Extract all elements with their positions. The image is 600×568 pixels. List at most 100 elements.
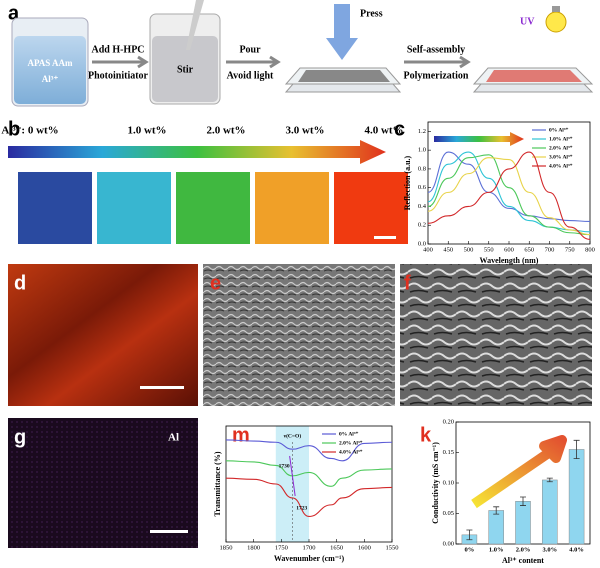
panel-label: g (14, 426, 26, 448)
annotation: 1730 (279, 463, 290, 469)
x-tick-label: 500 (464, 246, 474, 253)
y-tick-label: 1.2 (418, 128, 426, 135)
bar (568, 449, 585, 545)
y-tick-label: 0.05 (443, 510, 454, 517)
x-tick-label: 1750 (275, 544, 288, 551)
arrow (404, 55, 471, 69)
legend-label: 4.0% Al³⁺ (339, 448, 363, 455)
concentration-label: Al³⁺: 0 wt% (1, 125, 58, 137)
y-tick-label: 0.8 (418, 165, 426, 172)
legend-label: 2.0% Al³⁺ (549, 144, 573, 151)
x-axis-title: Wavenumber (cm⁻¹) (274, 554, 345, 563)
annotation: 1723 (296, 505, 307, 511)
beaker-1 (11, 17, 89, 107)
y-tick-label: 0.0 (418, 240, 426, 247)
legend-label: 3.0% Al³⁺ (549, 153, 573, 160)
color-swatches (18, 172, 408, 244)
step-label: Press (360, 8, 383, 19)
x-tick-label: 450 (443, 246, 453, 253)
y-tick-label: 0.20 (443, 418, 454, 425)
eds-map (8, 418, 198, 548)
sem-image (203, 264, 395, 406)
bar (515, 501, 531, 545)
x-axis-title: Wavelength (nm) (480, 256, 539, 265)
glass-plate (472, 6, 594, 93)
concentration-label: 4.0 wt% (364, 125, 403, 137)
y-tick-label: 0.6 (418, 184, 427, 191)
concentration-label: 3.0 wt% (285, 125, 324, 137)
y-tick-label: 0.10 (443, 479, 454, 486)
error-bar (493, 506, 500, 515)
gradient-arrow (8, 140, 386, 164)
y-axis-title: Reflection (a.u.) (403, 155, 412, 210)
concentration-label: 2.0 wt% (206, 125, 245, 137)
panel-label: m (232, 424, 250, 446)
x-tick-label: 4.0% (569, 546, 584, 553)
x-tick-label: 0% (465, 546, 475, 553)
panel-label: b (8, 118, 20, 140)
x-tick-label: 650 (524, 246, 534, 253)
legend-label: 0% Al³⁺ (339, 430, 358, 437)
x-tick-label: 1850 (220, 544, 233, 551)
glass-plate (284, 4, 402, 93)
scale-bar (140, 386, 184, 389)
error-bar (546, 477, 553, 483)
arrow (226, 55, 281, 69)
x-tick-label: 1550 (386, 544, 399, 551)
x-tick-label: 800 (585, 246, 595, 253)
trend-arrow (471, 435, 567, 509)
shift-arrow (289, 455, 296, 497)
ion-label: Al³⁺ (42, 74, 59, 84)
step-label: Photoinitiator (88, 70, 149, 81)
panel-label: k (420, 424, 432, 446)
y-tick-label: 1.0 (418, 147, 426, 154)
step-label: Pour (239, 44, 261, 55)
panel-label: e (210, 272, 221, 294)
x-tick-label: 400 (423, 246, 433, 253)
element-label: Al (168, 432, 179, 444)
x-tick-label: 1800 (247, 544, 260, 551)
optical-image (8, 264, 198, 406)
series-line (225, 439, 393, 462)
x-tick-label: 550 (484, 246, 494, 253)
y-tick-label: 0.15 (443, 449, 454, 456)
solution-label: APAS AAm (27, 58, 73, 68)
step-label: Stir (177, 64, 194, 75)
concentration-label: 1.0 wt% (127, 125, 166, 137)
y-axis-title: Conductivity (mS cm⁻¹) (431, 442, 440, 524)
annotation: ν(C=O) (283, 432, 302, 439)
legend-label: 1.0% Al³⁺ (549, 135, 573, 142)
series-line (225, 477, 393, 518)
gradient-arrow (434, 132, 524, 146)
x-tick-label: 1650 (330, 544, 343, 551)
x-tick-label: 700 (545, 246, 555, 253)
bar (488, 510, 504, 545)
y-tick-label: 0.2 (418, 222, 426, 229)
x-tick-label: 2.0% (516, 546, 531, 553)
uv-label: UV (520, 16, 535, 27)
error-bar (573, 439, 580, 459)
legend-label: 2.0% Al³⁺ (339, 439, 363, 446)
x-tick-label: 750 (565, 246, 575, 253)
y-tick-label: 0.4 (418, 203, 427, 210)
panel-label: f (404, 272, 411, 294)
error-bar (466, 529, 473, 541)
beaker-2 (149, 0, 221, 105)
sem-image (400, 264, 592, 406)
legend-label: 4.0% Al³⁺ (549, 162, 573, 169)
scale-bar (150, 530, 188, 533)
step-label: Avoid light (227, 70, 274, 81)
legend-label: 0% Al³⁺ (549, 126, 568, 133)
series-line (427, 151, 591, 233)
arrow (92, 55, 149, 69)
series-line (225, 460, 393, 487)
error-bar (520, 496, 526, 506)
series-line (427, 157, 591, 236)
x-tick-label: 1600 (358, 544, 371, 551)
x-tick-label: 1.0% (489, 546, 504, 553)
x-tick-label: 3.0% (542, 546, 557, 553)
series-line (427, 154, 591, 236)
step-label: Add H-HPC (91, 44, 144, 55)
x-tick-label: 1700 (303, 544, 316, 551)
